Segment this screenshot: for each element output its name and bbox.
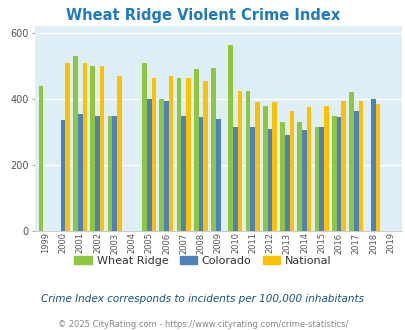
Bar: [142, 63, 147, 231]
Bar: [194, 69, 198, 231]
Bar: [314, 127, 319, 231]
Bar: [262, 106, 267, 231]
Bar: [211, 68, 215, 231]
Text: Crime Index corresponds to incidents per 100,000 inhabitants: Crime Index corresponds to incidents per…: [41, 294, 364, 304]
Bar: [301, 130, 306, 231]
Bar: [228, 45, 232, 231]
Bar: [117, 76, 121, 231]
Bar: [73, 56, 78, 231]
Bar: [60, 120, 65, 231]
Bar: [284, 135, 289, 231]
Bar: [341, 101, 345, 231]
Bar: [164, 101, 168, 231]
Bar: [237, 91, 242, 231]
Bar: [151, 78, 156, 231]
Bar: [215, 119, 220, 231]
Bar: [289, 111, 294, 231]
Bar: [95, 115, 100, 231]
Bar: [168, 76, 173, 231]
Bar: [279, 122, 284, 231]
Bar: [232, 127, 237, 231]
Bar: [331, 115, 336, 231]
Bar: [358, 101, 362, 231]
Bar: [319, 127, 323, 231]
Legend: Wheat Ridge, Colorado, National: Wheat Ridge, Colorado, National: [70, 251, 335, 270]
Bar: [370, 99, 375, 231]
Bar: [297, 122, 301, 231]
Bar: [306, 107, 311, 231]
Bar: [78, 114, 82, 231]
Bar: [82, 63, 87, 231]
Bar: [159, 99, 164, 231]
Bar: [181, 115, 185, 231]
Bar: [147, 99, 151, 231]
Bar: [254, 102, 259, 231]
Text: Wheat Ridge Violent Crime Index: Wheat Ridge Violent Crime Index: [66, 8, 339, 23]
Bar: [375, 104, 379, 231]
Bar: [107, 115, 112, 231]
Bar: [38, 86, 43, 231]
Bar: [176, 78, 181, 231]
Bar: [100, 66, 104, 231]
Bar: [65, 63, 70, 231]
Bar: [203, 81, 207, 231]
Bar: [353, 111, 358, 231]
Bar: [250, 127, 254, 231]
Bar: [112, 115, 117, 231]
Bar: [267, 129, 272, 231]
Bar: [272, 102, 276, 231]
Bar: [348, 92, 353, 231]
Bar: [185, 78, 190, 231]
Bar: [245, 91, 250, 231]
Bar: [90, 66, 95, 231]
Bar: [336, 117, 341, 231]
Bar: [323, 106, 328, 231]
Text: © 2025 CityRating.com - https://www.cityrating.com/crime-statistics/: © 2025 CityRating.com - https://www.city…: [58, 320, 347, 329]
Bar: [198, 117, 203, 231]
